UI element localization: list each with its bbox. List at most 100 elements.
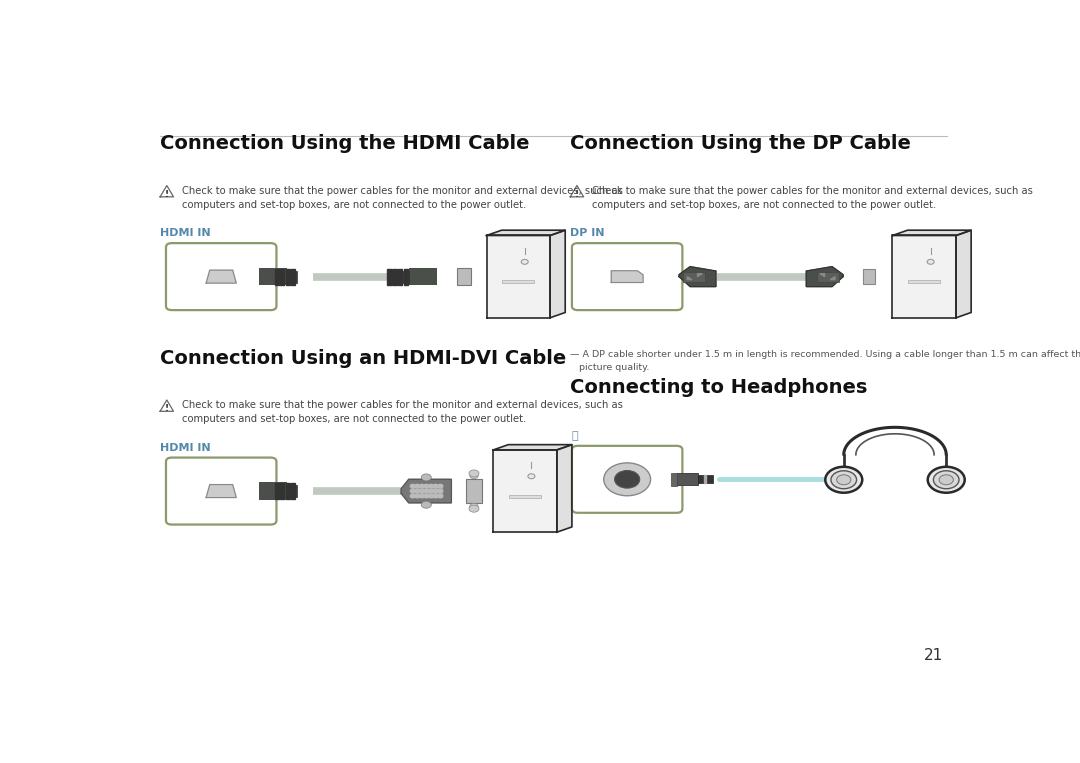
Bar — [671, 473, 677, 486]
Circle shape — [421, 501, 431, 508]
Polygon shape — [679, 266, 716, 287]
Bar — [399, 269, 403, 285]
Text: HDMI IN: HDMI IN — [160, 443, 211, 453]
Text: Connection Using an HDMI-DVI Cable: Connection Using an HDMI-DVI Cable — [160, 349, 566, 368]
Circle shape — [433, 489, 438, 493]
Polygon shape — [956, 230, 971, 317]
Polygon shape — [486, 236, 550, 317]
Text: !: ! — [165, 404, 168, 413]
Bar — [404, 269, 408, 285]
Bar — [285, 269, 289, 285]
Circle shape — [604, 463, 650, 496]
Circle shape — [419, 485, 424, 488]
Bar — [259, 482, 287, 500]
Circle shape — [424, 485, 429, 488]
Circle shape — [469, 470, 480, 477]
Bar — [408, 268, 437, 285]
Polygon shape — [206, 270, 237, 283]
Circle shape — [825, 467, 862, 493]
Bar — [683, 272, 705, 282]
Text: DP IN: DP IN — [570, 228, 605, 238]
Polygon shape — [486, 230, 565, 236]
Circle shape — [433, 485, 438, 488]
Circle shape — [470, 504, 478, 509]
Bar — [285, 483, 289, 499]
Bar — [509, 494, 541, 497]
Circle shape — [615, 471, 639, 488]
Circle shape — [429, 489, 433, 493]
Circle shape — [415, 485, 420, 488]
Circle shape — [528, 474, 535, 478]
Bar — [280, 483, 284, 499]
Text: Check to make sure that the power cables for the monitor and external devices, s: Check to make sure that the power cables… — [181, 185, 623, 210]
Circle shape — [933, 471, 959, 489]
Polygon shape — [570, 185, 583, 197]
Circle shape — [928, 467, 964, 493]
Polygon shape — [807, 266, 843, 287]
Text: !: ! — [575, 189, 579, 198]
Text: Connection Using the DP Cable: Connection Using the DP Cable — [570, 134, 912, 153]
FancyBboxPatch shape — [572, 243, 683, 310]
Circle shape — [927, 259, 934, 264]
Circle shape — [419, 489, 424, 493]
Polygon shape — [206, 485, 237, 497]
Polygon shape — [494, 450, 557, 533]
Text: 21: 21 — [924, 648, 944, 662]
Circle shape — [410, 485, 416, 488]
Bar — [393, 269, 397, 285]
FancyBboxPatch shape — [166, 458, 276, 524]
Polygon shape — [820, 274, 825, 277]
Polygon shape — [557, 445, 572, 533]
Circle shape — [410, 494, 416, 497]
Polygon shape — [892, 230, 971, 236]
Bar — [908, 280, 941, 283]
Bar — [274, 483, 279, 499]
Text: HDMI IN: HDMI IN — [160, 228, 211, 238]
Circle shape — [415, 489, 420, 493]
Circle shape — [410, 489, 416, 493]
Polygon shape — [698, 274, 702, 277]
Polygon shape — [611, 271, 643, 282]
Bar — [287, 485, 297, 497]
FancyBboxPatch shape — [572, 446, 683, 513]
Bar — [410, 484, 443, 498]
Circle shape — [429, 494, 433, 497]
Text: 🎧: 🎧 — [571, 431, 578, 441]
Bar — [292, 483, 295, 499]
Bar — [280, 269, 284, 285]
Bar — [399, 271, 408, 282]
Circle shape — [429, 485, 433, 488]
Circle shape — [437, 489, 443, 493]
Circle shape — [522, 259, 528, 264]
Circle shape — [433, 494, 438, 497]
Text: — A DP cable shorter under 1.5 m in length is recommended. Using a cable longer : — A DP cable shorter under 1.5 m in leng… — [570, 350, 1080, 372]
Circle shape — [415, 494, 420, 497]
Circle shape — [424, 494, 429, 497]
Circle shape — [437, 485, 443, 488]
FancyBboxPatch shape — [166, 243, 276, 310]
Text: Connection Using the HDMI Cable: Connection Using the HDMI Cable — [160, 134, 529, 153]
Polygon shape — [160, 185, 174, 197]
Bar — [677, 473, 699, 485]
Bar — [259, 268, 287, 285]
Text: Check to make sure that the power cables for the monitor and external devices, s: Check to make sure that the power cables… — [181, 400, 623, 424]
Bar — [818, 272, 839, 282]
Polygon shape — [831, 277, 835, 279]
Circle shape — [421, 474, 431, 481]
Circle shape — [419, 494, 424, 497]
Circle shape — [940, 475, 954, 485]
Text: Check to make sure that the power cables for the monitor and external devices, s: Check to make sure that the power cables… — [592, 185, 1032, 210]
Polygon shape — [550, 230, 565, 317]
Bar — [704, 475, 706, 484]
Polygon shape — [401, 479, 451, 503]
Polygon shape — [892, 236, 956, 317]
Circle shape — [437, 494, 443, 497]
Bar — [274, 269, 279, 285]
Circle shape — [837, 475, 851, 485]
Text: Connecting to Headphones: Connecting to Headphones — [570, 378, 867, 397]
Circle shape — [831, 471, 856, 489]
Polygon shape — [160, 400, 174, 411]
Circle shape — [469, 505, 480, 512]
Circle shape — [470, 473, 478, 478]
Bar — [388, 269, 392, 285]
